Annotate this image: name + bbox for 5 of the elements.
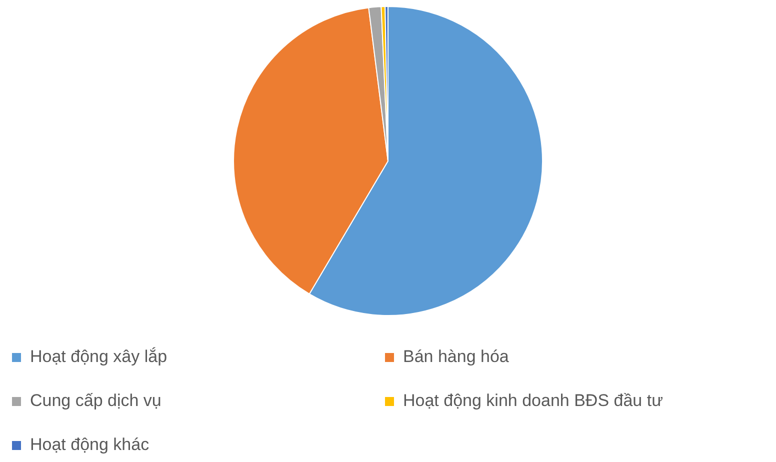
legend-label: Hoạt động xây lắp	[30, 347, 168, 367]
legend-label: Hoạt động khác	[30, 435, 150, 455]
legend-label: Cung cấp dịch vụ	[30, 391, 162, 411]
legend-label: Bán hàng hóa	[403, 347, 509, 367]
legend-label: Hoạt động kinh doanh BĐS đầu tư	[403, 391, 663, 411]
